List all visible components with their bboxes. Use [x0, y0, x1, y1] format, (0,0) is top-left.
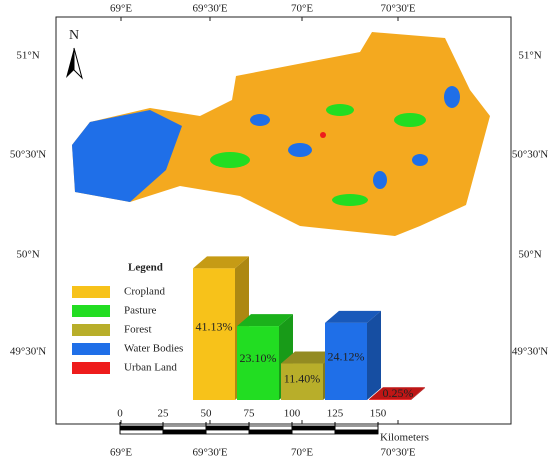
lon-label: 70°30'E — [380, 447, 415, 459]
bar — [325, 322, 367, 400]
legend-swatch — [72, 305, 110, 317]
lon-label: 69°E — [110, 447, 132, 459]
water-body — [288, 143, 312, 157]
lon-label: 70°E — [291, 447, 313, 459]
lat-label: 51°N — [16, 50, 39, 62]
lon-label: 70°E — [291, 3, 313, 15]
legend-title: Legend — [128, 262, 163, 274]
north-arrow-left — [66, 48, 74, 78]
scale-tick-label: 125 — [327, 408, 344, 420]
scale-segment — [119, 425, 164, 431]
lat-label: 49°30'N — [10, 346, 46, 358]
bar — [193, 268, 235, 400]
legend-swatch — [72, 343, 110, 355]
lon-label: 69°E — [110, 3, 132, 15]
bar-value-label: 24.12% — [328, 349, 365, 363]
legend-label: Cropland — [124, 286, 165, 298]
urban-patch — [320, 132, 326, 138]
bar-top — [193, 256, 249, 269]
bar-side — [411, 387, 425, 400]
legend-swatch — [72, 324, 110, 336]
scale-segment — [162, 429, 207, 435]
scale-segment — [291, 429, 336, 435]
legend-swatch — [72, 286, 110, 298]
lat-label: 50°30'N — [512, 149, 548, 161]
scale-tick-label: 50 — [201, 408, 213, 420]
lon-label: 69°30'E — [192, 447, 227, 459]
pasture-patch — [394, 113, 426, 127]
lat-label: 50°N — [518, 249, 541, 261]
scale-segment — [205, 429, 250, 435]
scale-segment — [291, 425, 336, 431]
north-label: N — [69, 28, 79, 43]
pasture-patch — [210, 152, 250, 168]
lat-label: 51°N — [518, 50, 541, 62]
legend-label: Forest — [124, 324, 152, 336]
scale-segment — [334, 425, 379, 431]
scale-segment — [248, 429, 293, 435]
bar-top — [237, 314, 293, 327]
scale-tick-label: 0 — [117, 408, 123, 420]
scale-tick-label: 100 — [284, 408, 301, 420]
scale-segment — [205, 425, 250, 431]
bar — [237, 326, 279, 400]
lon-label: 69°30'E — [192, 3, 227, 15]
legend-label: Water Bodies — [124, 343, 183, 355]
scale-segment — [334, 429, 379, 435]
water-body — [250, 114, 270, 126]
pasture-patch — [326, 104, 354, 116]
scale-unit: Kilometers — [380, 432, 429, 444]
water-body — [444, 86, 460, 108]
legend-swatch — [72, 362, 110, 374]
scale-segment — [248, 425, 293, 431]
legend-label: Urban Land — [124, 362, 177, 374]
bar-top — [369, 387, 425, 400]
region — [72, 32, 490, 236]
scale-tick-label: 150 — [370, 408, 387, 420]
lat-label: 49°30'N — [512, 346, 548, 358]
north-arrow: N — [66, 28, 83, 80]
pasture-patch — [332, 194, 368, 206]
bar-value-label: 11.40% — [284, 372, 321, 386]
bar-value-label: 0.25% — [383, 386, 414, 400]
bar-side — [367, 310, 381, 400]
bar-value-label: 41.13% — [196, 319, 233, 333]
bar-top — [325, 310, 381, 323]
scale-segment — [119, 429, 164, 435]
bar — [281, 363, 323, 400]
bar-top — [281, 351, 337, 364]
legend-label: Pasture — [124, 305, 157, 317]
bar-value-label: 23.10% — [240, 351, 277, 365]
water-body — [373, 171, 387, 189]
lat-label: 50°N — [16, 249, 39, 261]
bar — [369, 399, 411, 400]
scale-tick-label: 75 — [244, 408, 256, 420]
water-body — [72, 110, 182, 202]
scale-tick-label: 25 — [158, 408, 170, 420]
lon-label: 70°30'E — [380, 3, 415, 15]
north-arrow-right — [73, 47, 83, 80]
water-body — [412, 154, 428, 166]
lat-label: 50°30'N — [10, 149, 46, 161]
scale-segment — [162, 425, 207, 431]
